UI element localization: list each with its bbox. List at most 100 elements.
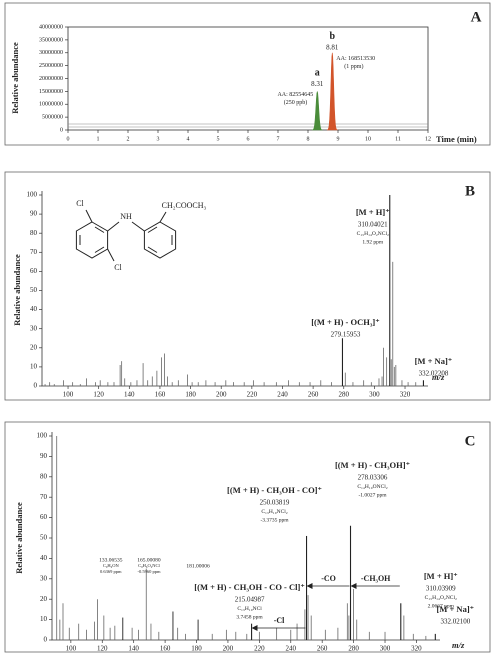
y-tick-label: 0 — [60, 127, 63, 133]
x-tick-label: 120 — [97, 645, 108, 653]
benzene-ring — [75, 221, 109, 259]
x-tick-label: 100 — [66, 645, 77, 653]
x-tick-label: 260 — [308, 391, 319, 399]
x-tick-label: 220 — [254, 645, 265, 653]
atom-label: CH₂COOCH₃ — [162, 201, 207, 210]
x-tick-label: 11 — [395, 136, 401, 142]
retention-time: 8.81 — [326, 43, 339, 51]
peak-annotation-mz-label: 215.04987 — [235, 596, 265, 604]
peak-annotation-error: 0.6369 ppm — [100, 569, 122, 574]
peak-amount: (250 ppb) — [284, 99, 308, 106]
peak — [311, 91, 323, 131]
peak-annotation-formula: C₈H₆O₂NCl — [138, 563, 160, 568]
ring-double-bonds — [147, 226, 173, 253]
x-tick-label: 12 — [425, 136, 431, 142]
y-tick-label: 90 — [30, 210, 38, 218]
x-tick-label: 1 — [97, 136, 100, 142]
x-tick-label: 300 — [380, 645, 391, 653]
y-axis-title: Relative abundance — [12, 254, 22, 326]
atom-label: Cl — [76, 199, 84, 208]
x-axis-title: m/z — [452, 640, 465, 650]
x-tick-label: 280 — [339, 391, 350, 399]
plot-frame — [67, 26, 429, 131]
y-tick-label: 10 — [40, 615, 48, 623]
x-tick-label: 100 — [63, 391, 74, 399]
peak-annotation-mz-label: 165.00080 — [137, 557, 161, 563]
x-tick-label: 240 — [277, 391, 288, 399]
peak-annotation-mz-label: 250.03819 — [260, 499, 290, 507]
y-tick-label: 5000000 — [42, 115, 63, 121]
y-tick-label: 80 — [30, 229, 38, 237]
y-axis-title: Relative abundance — [10, 42, 20, 114]
y-tick-label: 35000000 — [39, 37, 63, 43]
peak-annotation-formula: C₁₅H₁₄O₂NCl₂ — [357, 231, 389, 237]
molecule-structure: Cl NH CH₂COOCH₃ Cl — [75, 199, 207, 272]
peak-annotation-ion: [(M + H) - OCH₃]⁺ — [311, 317, 380, 327]
retention-time: 8.31 — [311, 80, 324, 88]
x-tick-label: 2 — [127, 136, 130, 142]
x-tick-label: 160 — [160, 645, 171, 653]
peak-letter: b — [330, 31, 336, 42]
x-tick-label: 220 — [247, 391, 258, 399]
y-tick-label: 0 — [34, 382, 38, 390]
x-tick-label: 260 — [317, 645, 328, 653]
atom-label: NH — [120, 212, 132, 221]
x-tick-label: 120 — [93, 391, 104, 399]
peak-area: AA: 82554645 — [277, 92, 313, 98]
y-tick-label: 10 — [30, 363, 38, 371]
peak-annotation-mz-label: 133.06535 — [99, 557, 123, 563]
x-tick-label: 10 — [365, 136, 371, 142]
peak-annotation-ion: [(M + H) - CH₃OH - CO - Cl]⁺ — [194, 582, 305, 592]
panel-border — [4, 421, 491, 653]
x-tick-label: 320 — [400, 391, 411, 399]
neutral-loss-label: -CH₃OH — [361, 574, 391, 583]
peak-annotation-formula: C₁₃H₁₀NCl — [237, 606, 262, 612]
peak-area: AA: 168513530 — [336, 56, 375, 62]
peak-annotation-ion: [(M + H) - CH₃OH]⁺ — [335, 460, 410, 470]
peak-annotation-error: 1.92 ppm — [362, 239, 384, 245]
panel-letter: C — [465, 433, 476, 449]
peak-annotation-mz-label: 332.02208 — [419, 370, 449, 378]
y-tick-label: 100 — [27, 191, 38, 199]
x-tick-label: 0 — [67, 136, 70, 142]
y-tick-label: 70 — [40, 493, 48, 501]
x-tick-label: 180 — [185, 391, 196, 399]
y-tick-label: 20 — [30, 343, 38, 351]
x-tick-label: 5 — [217, 136, 220, 142]
y-tick-label: 90 — [40, 452, 48, 460]
peak-annotation-ion: [M + Na]⁺ — [415, 356, 453, 366]
y-tick-label: 70 — [30, 248, 38, 256]
x-tick-label: 140 — [124, 391, 135, 399]
peak-annotation-ion: [(M + H) - CH₃OH - CO]⁺ — [227, 485, 322, 495]
peak-letter: a — [315, 68, 320, 79]
panel-letter: A — [471, 9, 482, 25]
bonds — [85, 209, 167, 262]
x-axis-title: Time (min) — [436, 134, 477, 144]
y-tick-label: 40000000 — [39, 24, 63, 30]
neutral-loss-label: -Cl — [274, 616, 285, 625]
y-tick-label: 80 — [40, 472, 48, 480]
y-tick-label: 30000000 — [39, 50, 63, 56]
y-tick-label: 60 — [40, 513, 48, 521]
x-tick-label: 140 — [128, 645, 139, 653]
panel-border — [4, 171, 491, 401]
benzene-ring — [143, 221, 177, 259]
peak — [326, 52, 338, 131]
peak-annotation-ion: [M + Na]⁺ — [436, 604, 474, 614]
x-tick-label: 200 — [216, 391, 227, 399]
y-tick-label: 30 — [40, 574, 48, 582]
y-tick-label: 100 — [37, 432, 48, 440]
peak-annotation-mz-label: 181.00006 — [186, 563, 210, 569]
peak-annotation-mz-label: 332.02100 — [440, 618, 470, 626]
panel-border — [4, 2, 491, 146]
y-tick-label: 20000000 — [39, 76, 63, 82]
y-tick-label: 60 — [30, 267, 38, 275]
peak-annotation-ion: [M + H]⁺ — [424, 571, 458, 581]
y-tick-label: 25000000 — [39, 63, 63, 69]
y-tick-label: 30 — [30, 324, 38, 332]
peak-annotation-formula: C₁₅H₁₄O₂NCl₂ — [425, 595, 457, 601]
peak-annotation-error: 3.7458 ppm — [236, 614, 263, 620]
x-tick-label: 160 — [155, 391, 166, 399]
